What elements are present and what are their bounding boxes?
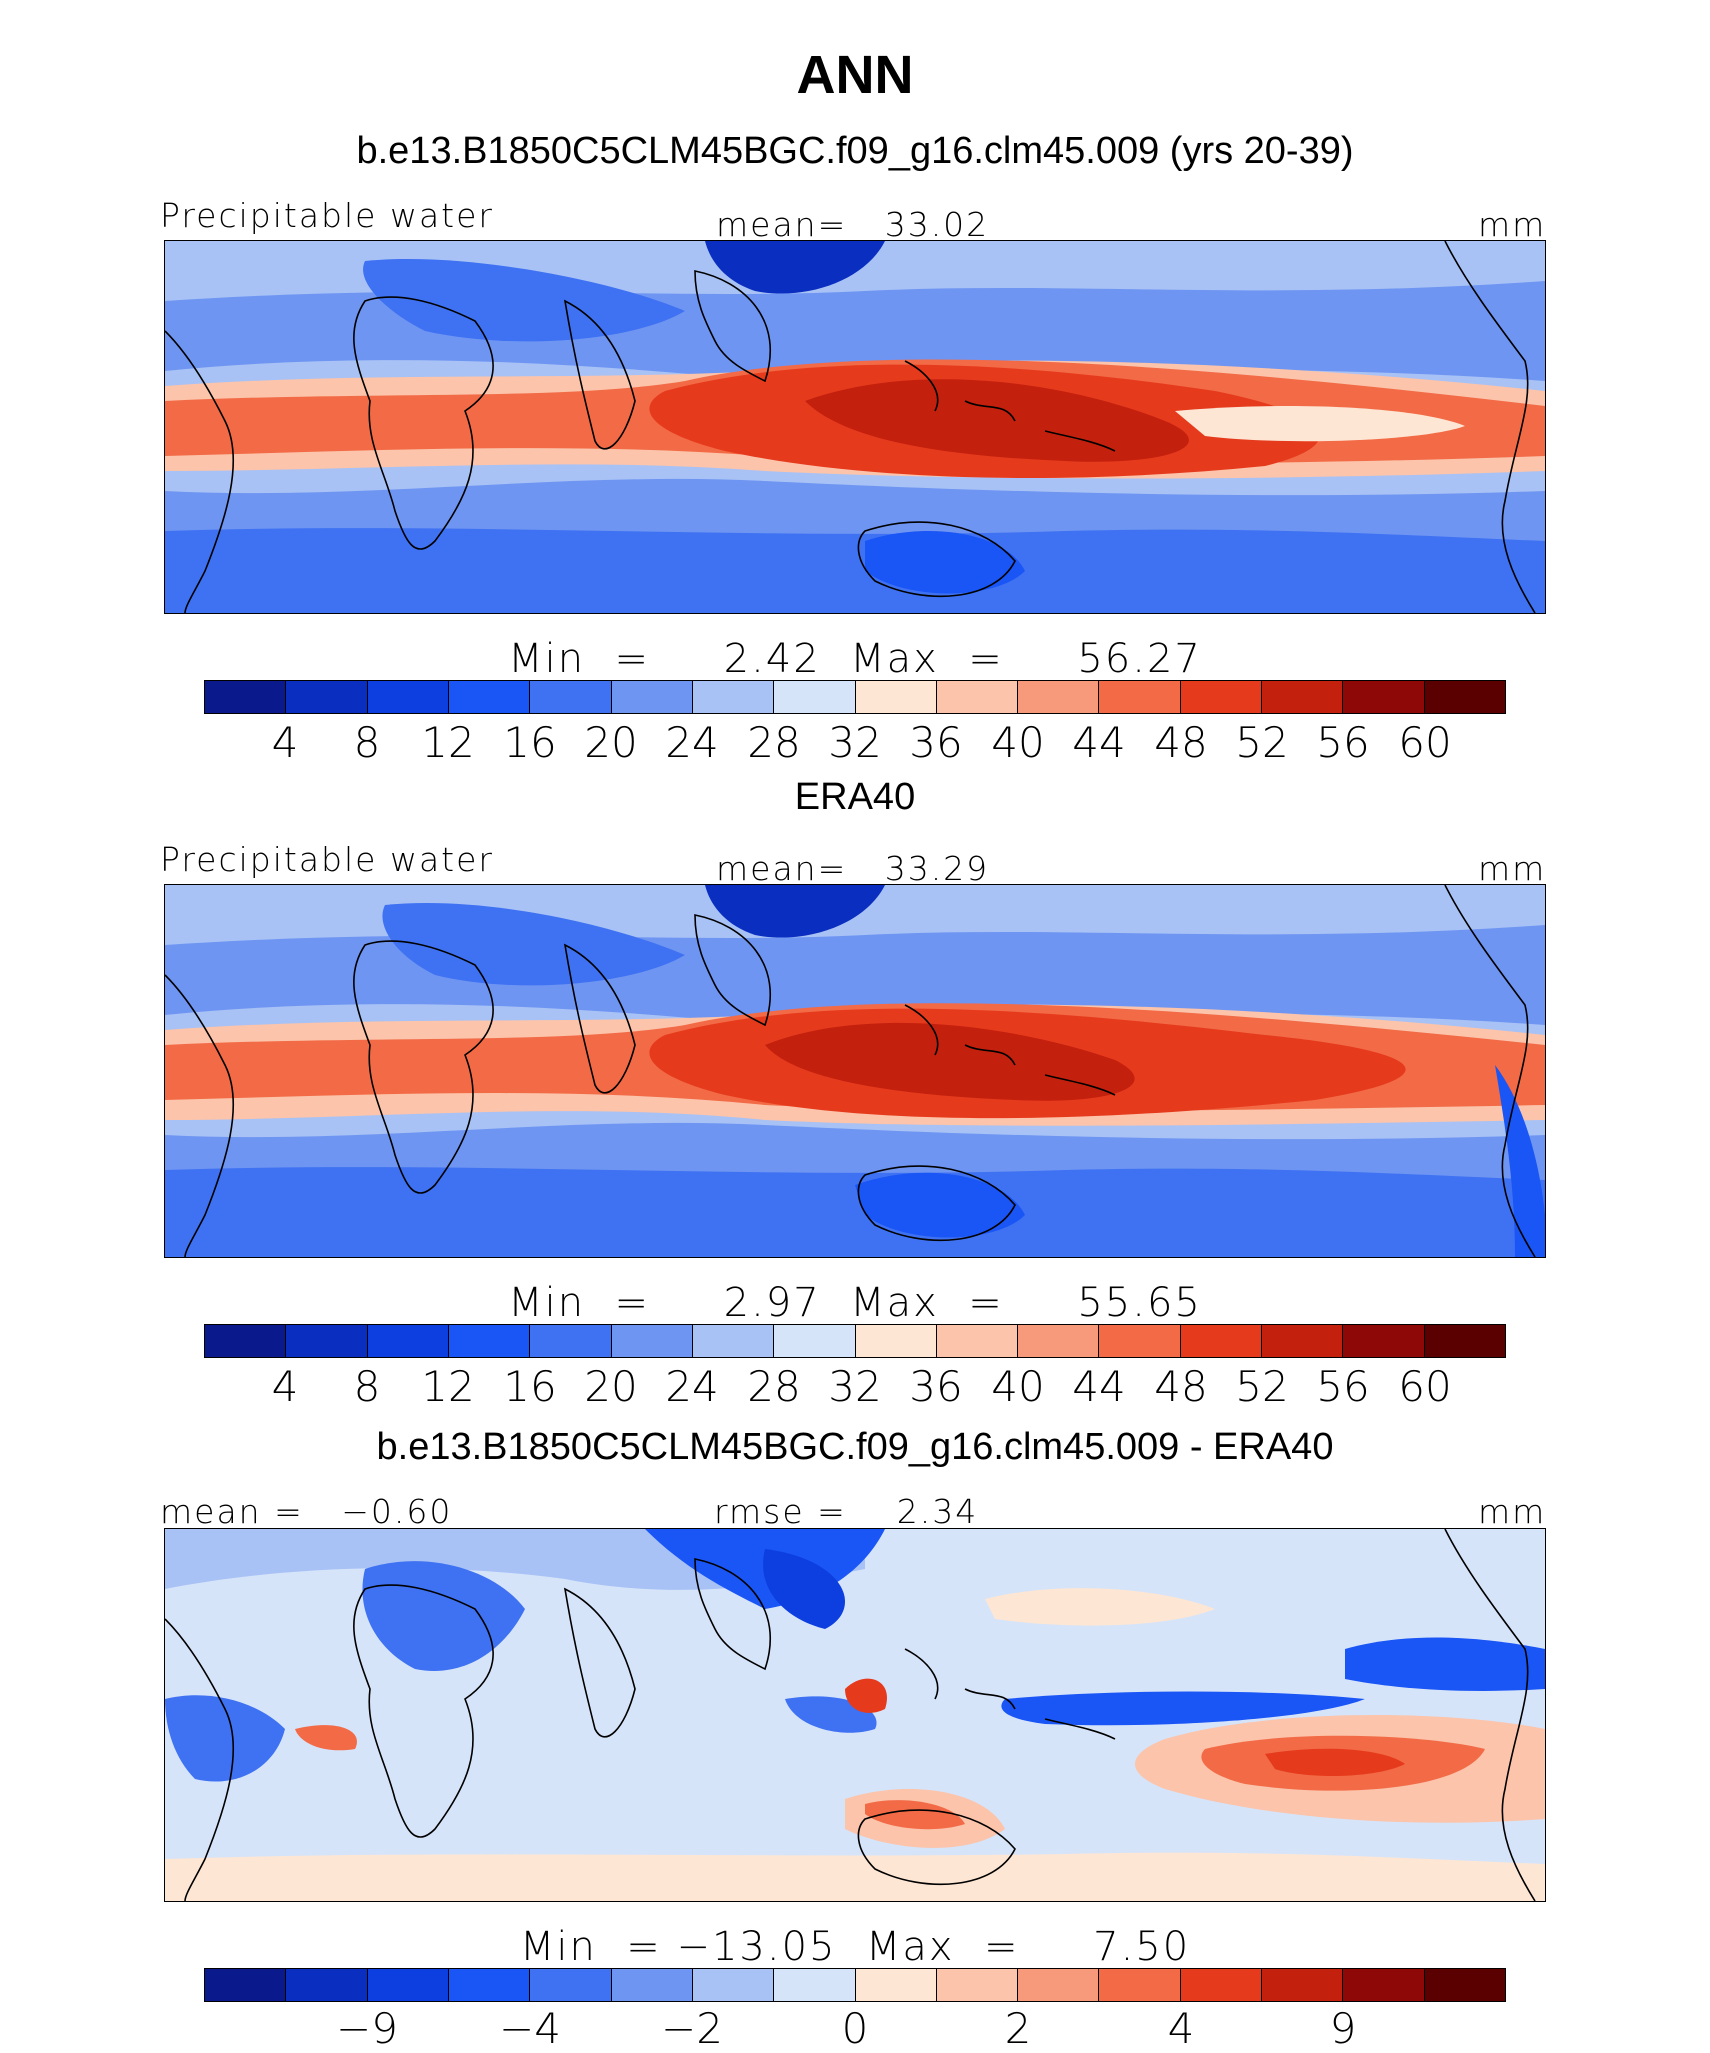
colorbar-tick: 32 [828, 1362, 882, 1411]
colorbar-tick: 60 [1398, 1362, 1452, 1411]
panel-model-variable-label: Precipitable water [160, 196, 494, 235]
colorbar-tick: 20 [584, 1362, 638, 1411]
colorbar-tick: 12 [421, 1362, 475, 1411]
panel-diff-rmse-label: rmse = 2.34 [714, 1492, 979, 1531]
panel-diff-title: b.e13.B1850C5CLM45BGC.f09_g16.clm45.009 … [376, 1426, 1334, 1468]
panel-model-mean-label: mean= 33.02 [716, 205, 990, 244]
panel-obs-mean-label: mean= 33.29 [716, 849, 990, 888]
panel-obs-units: mm [1478, 849, 1547, 888]
colorbar-tick: 24 [665, 718, 719, 767]
colorbar-tick: 56 [1316, 718, 1370, 767]
panel-model-contour-field [165, 241, 1545, 613]
colorbar-tick: 32 [828, 718, 882, 767]
panel-diff-colorbar-ticks: −9 −4 −2 0 2 4 9 [204, 2004, 1506, 2053]
panel-model-colorbar [204, 680, 1506, 714]
colorbar-tick: 8 [353, 1362, 381, 1411]
colorbar-tick: 36 [909, 718, 963, 767]
panel-obs-variable-label: Precipitable water [160, 840, 494, 879]
panel-model-units: mm [1478, 205, 1547, 244]
colorbar-tick: 28 [747, 718, 801, 767]
colorbar-tick: 52 [1235, 1362, 1289, 1411]
panel-obs-title: ERA40 [794, 776, 916, 818]
panel-diff-contour-field [165, 1529, 1545, 1901]
colorbar-tick: 4 [271, 1362, 299, 1411]
colorbar-tick: 9 [1329, 2004, 1357, 2053]
season-title: ANN [796, 45, 914, 105]
colorbar-tick: 36 [909, 1362, 963, 1411]
colorbar-tick: 40 [991, 718, 1045, 767]
colorbar-tick: 16 [503, 718, 557, 767]
panel-diff-minmax: Min = −13.05 Max = 7.50 [519, 1924, 1191, 1970]
colorbar-tick: 52 [1235, 718, 1289, 767]
colorbar-tick: 0 [841, 2004, 869, 2053]
colorbar-tick: 56 [1316, 1362, 1370, 1411]
colorbar-tick: 4 [271, 718, 299, 767]
colorbar-tick: 44 [1072, 1362, 1126, 1411]
panel-obs-minmax: Min = 2.97 Max = 55.65 [508, 1280, 1202, 1326]
colorbar-tick: −4 [499, 2004, 561, 2053]
colorbar-tick: 24 [665, 1362, 719, 1411]
panel-diff-map [164, 1528, 1546, 1902]
colorbar-tick: 12 [421, 718, 475, 767]
panel-model-map [164, 240, 1546, 614]
panel-diff-mean-label: mean = −0.60 [160, 1492, 453, 1531]
panel-diff-units: mm [1478, 1492, 1547, 1531]
colorbar-tick: 48 [1154, 1362, 1208, 1411]
colorbar-tick: 60 [1398, 718, 1452, 767]
panel-diff-colorbar [204, 1968, 1506, 2002]
colorbar-tick: 16 [503, 1362, 557, 1411]
colorbar-tick: 48 [1154, 718, 1208, 767]
case-title: b.e13.B1850C5CLM45BGC.f09_g16.clm45.009 … [356, 130, 1354, 172]
panel-model-minmax: Min = 2.42 Max = 56.27 [508, 636, 1202, 682]
colorbar-tick: −9 [336, 2004, 398, 2053]
panel-obs-colorbar [204, 1324, 1506, 1358]
colorbar-tick: 4 [1167, 2004, 1195, 2053]
colorbar-tick: 8 [353, 718, 381, 767]
colorbar-tick: 28 [747, 1362, 801, 1411]
panel-obs-map [164, 884, 1546, 1258]
panel-model-colorbar-ticks: 4 8 12 16 20 24 28 32 36 40 44 48 52 56 … [204, 718, 1506, 767]
colorbar-tick: −2 [661, 2004, 723, 2053]
panel-obs-contour-field [165, 885, 1545, 1257]
panel-obs-colorbar-ticks: 4 8 12 16 20 24 28 32 36 40 44 48 52 56 … [204, 1362, 1506, 1411]
colorbar-tick: 2 [1004, 2004, 1032, 2053]
colorbar-tick: 40 [991, 1362, 1045, 1411]
colorbar-tick: 44 [1072, 718, 1126, 767]
colorbar-tick: 20 [584, 718, 638, 767]
